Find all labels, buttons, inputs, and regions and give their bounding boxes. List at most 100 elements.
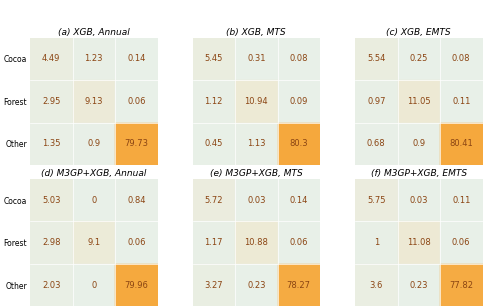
Text: 0.23: 0.23	[410, 281, 428, 290]
Text: 0.06: 0.06	[127, 238, 146, 247]
Bar	[398, 221, 440, 264]
Bar	[72, 264, 115, 306]
Text: 80.41: 80.41	[450, 139, 473, 148]
Bar	[278, 37, 320, 80]
Text: 0.11: 0.11	[452, 97, 470, 106]
Bar	[440, 179, 482, 221]
Text: 0.08: 0.08	[290, 54, 308, 63]
Text: 0: 0	[91, 281, 96, 290]
Text: 79.73: 79.73	[124, 139, 148, 148]
Bar	[115, 179, 158, 221]
Bar	[398, 264, 440, 306]
Bar	[235, 37, 278, 80]
Bar	[72, 221, 115, 264]
Text: 5.03: 5.03	[42, 196, 60, 204]
Text: 5.75: 5.75	[367, 196, 386, 204]
Bar	[192, 179, 235, 221]
Bar	[235, 264, 278, 306]
Bar	[355, 264, 398, 306]
Bar	[278, 221, 320, 264]
Text: 5.45: 5.45	[204, 54, 223, 63]
Text: 5.72: 5.72	[204, 196, 223, 204]
Y-axis label: Labeled Class: Labeled Class	[0, 72, 1, 130]
Text: 9.1: 9.1	[87, 238, 101, 247]
Text: 78.27: 78.27	[287, 281, 311, 290]
Bar	[235, 80, 278, 122]
Text: 11.05: 11.05	[407, 97, 430, 106]
Bar	[72, 122, 115, 165]
Text: 2.95: 2.95	[42, 97, 60, 106]
Text: 0.03: 0.03	[247, 196, 266, 204]
Text: 0.97: 0.97	[367, 97, 386, 106]
Text: 0.68: 0.68	[367, 139, 386, 148]
Text: 0.84: 0.84	[127, 196, 146, 204]
Bar	[192, 122, 235, 165]
Bar	[355, 122, 398, 165]
Text: 11.08: 11.08	[407, 238, 430, 247]
Title: (f) M3GP+XGB, EMTS: (f) M3GP+XGB, EMTS	[370, 169, 467, 178]
Title: (a) XGB, Annual: (a) XGB, Annual	[58, 28, 130, 37]
Text: 3.6: 3.6	[370, 281, 383, 290]
Bar	[72, 37, 115, 80]
Title: (c) XGB, EMTS: (c) XGB, EMTS	[386, 28, 451, 37]
Text: 0.06: 0.06	[127, 97, 146, 106]
Bar	[192, 221, 235, 264]
Text: 0.14: 0.14	[290, 196, 308, 204]
Text: 1.23: 1.23	[84, 54, 103, 63]
Text: 0.31: 0.31	[247, 54, 266, 63]
Bar	[398, 37, 440, 80]
Bar	[440, 80, 482, 122]
Bar	[398, 179, 440, 221]
Text: 5.54: 5.54	[367, 54, 386, 63]
Text: 3.27: 3.27	[204, 281, 223, 290]
Bar	[440, 122, 482, 165]
Bar	[30, 179, 72, 221]
Text: 2.98: 2.98	[42, 238, 60, 247]
Text: 4.49: 4.49	[42, 54, 60, 63]
Text: 10.88: 10.88	[244, 238, 268, 247]
Text: 1.13: 1.13	[247, 139, 266, 148]
Text: 10.94: 10.94	[244, 97, 268, 106]
Bar	[30, 80, 72, 122]
Bar	[355, 221, 398, 264]
Bar	[235, 221, 278, 264]
Text: 0: 0	[91, 196, 96, 204]
Bar	[235, 179, 278, 221]
Bar	[192, 37, 235, 80]
Bar	[278, 264, 320, 306]
Bar	[398, 122, 440, 165]
Bar	[192, 80, 235, 122]
Text: 79.96: 79.96	[124, 281, 148, 290]
Text: 80.3: 80.3	[290, 139, 308, 148]
Title: (d) M3GP+XGB, Annual: (d) M3GP+XGB, Annual	[41, 169, 146, 178]
Bar	[235, 122, 278, 165]
Bar	[30, 37, 72, 80]
Bar	[440, 37, 482, 80]
Bar	[278, 80, 320, 122]
Bar	[115, 37, 158, 80]
Bar	[355, 179, 398, 221]
Text: 2.03: 2.03	[42, 281, 60, 290]
Bar	[192, 264, 235, 306]
Text: 0.9: 0.9	[412, 139, 426, 148]
Bar	[278, 122, 320, 165]
Bar	[72, 179, 115, 221]
Text: 0.14: 0.14	[127, 54, 146, 63]
Text: 0.25: 0.25	[410, 54, 428, 63]
Text: 0.9: 0.9	[87, 139, 101, 148]
Title: (b) XGB, MTS: (b) XGB, MTS	[226, 28, 286, 37]
Bar	[398, 80, 440, 122]
Text: 9.13: 9.13	[84, 97, 103, 106]
Bar	[115, 122, 158, 165]
Text: 0.45: 0.45	[204, 139, 223, 148]
Bar	[30, 122, 72, 165]
Title: (e) M3GP+XGB, MTS: (e) M3GP+XGB, MTS	[210, 169, 302, 178]
Bar	[355, 80, 398, 122]
Bar	[355, 37, 398, 80]
Bar	[30, 264, 72, 306]
Bar	[30, 221, 72, 264]
Bar	[440, 264, 482, 306]
Bar	[115, 221, 158, 264]
Text: 77.82: 77.82	[449, 281, 473, 290]
Text: 0.08: 0.08	[452, 54, 470, 63]
